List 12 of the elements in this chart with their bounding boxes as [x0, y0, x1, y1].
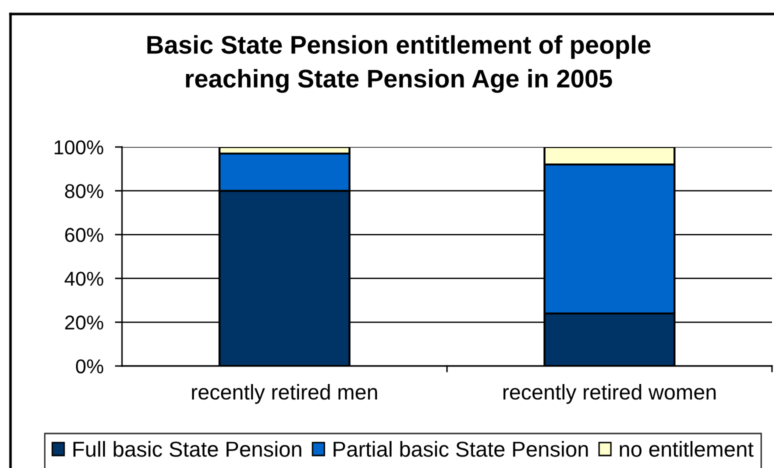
y-tick-label: 100%: [54, 140, 104, 154]
legend-label: no entitlement: [620, 441, 754, 457]
y-tick-label: 80%: [65, 184, 104, 198]
y-tick-label: 60%: [65, 228, 104, 242]
legend-label: Partial basic State Pension: [334, 441, 588, 457]
y-tick-label: 40%: [64, 272, 104, 286]
legend-label: Full basic State Pension: [73, 441, 302, 457]
x-tick-label: recently retired men: [192, 384, 378, 404]
chart-title: Basic State Pension entitlement of people reaching State Pension Age in 2005: [147, 35, 650, 93]
y-tick-label: 0%: [76, 359, 104, 374]
x-tick-label: recently retired women: [503, 384, 716, 404]
y-tick-label: 20%: [65, 316, 104, 330]
